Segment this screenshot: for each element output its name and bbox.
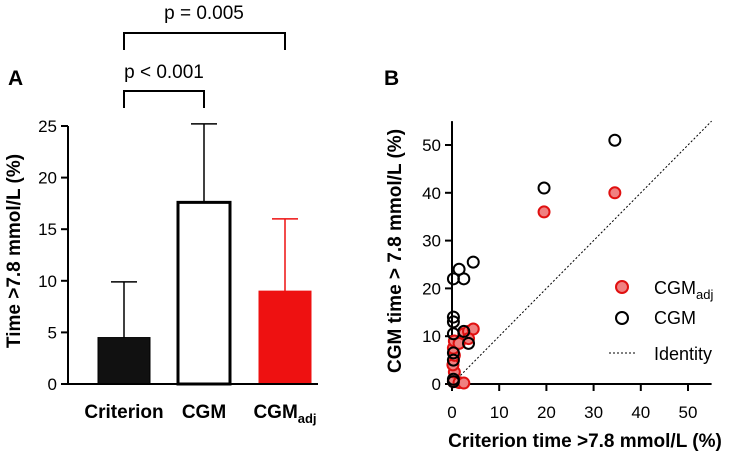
y-tick-label: 50 — [422, 136, 441, 155]
y-tick-label: 15 — [38, 220, 57, 239]
y-axis: 0 5 10 15 20 25 — [38, 117, 318, 394]
legend-label-cgm: CGM — [654, 308, 696, 328]
point-cgm — [537, 181, 551, 195]
y-tick-label: 10 — [38, 272, 57, 291]
bar-cgm — [176, 200, 232, 386]
point-cgm — [466, 255, 480, 269]
panel-b-label: B — [384, 67, 399, 90]
panel-a: A p < 0.001 p = 0.005 Criterion CGM CGMadj… — [4, 3, 318, 426]
scatter-axes: 0 10 20 30 40 50 0 10 20 30 40 50 — [422, 121, 712, 422]
x-axis-label: Criterion time >7.8 mmol/L (%) — [448, 431, 722, 452]
legend-marker-cgm — [615, 311, 629, 325]
x-tick-label: CGM — [182, 402, 226, 423]
bar-criterion — [97, 337, 151, 385]
bars: Criterion CGM CGMadj — [84, 123, 317, 426]
p-value-label-2: p = 0.005 — [164, 3, 244, 24]
panel-a-label: A — [8, 67, 23, 90]
bar-cgm-adj — [258, 290, 312, 385]
y-tick-label: 20 — [422, 279, 441, 298]
x-tick-label: 0 — [447, 403, 456, 422]
legend-label-cgmadj: CGMadj — [654, 278, 713, 302]
scatter-y-axis-label: CGM time > 7.8 mmol/L (%) — [385, 129, 406, 373]
y-axis-label: Time >7.8 mmol/L (%) — [4, 154, 25, 348]
point-cgm — [457, 324, 471, 338]
point-cgm — [457, 272, 471, 286]
point-cgm — [446, 375, 460, 389]
legend-label-identity: Identity — [654, 344, 712, 364]
x-tick-label: 30 — [584, 403, 603, 422]
bracket-criterion-cgmadj — [123, 32, 286, 50]
x-tick-label: Criterion — [84, 402, 163, 423]
identity-line — [451, 120, 712, 385]
point-cgm — [446, 315, 460, 329]
scatter-points — [446, 133, 622, 390]
p-value-label-1: p < 0.001 — [124, 62, 204, 83]
x-tick-label: 50 — [679, 403, 698, 422]
point-cgm-adj — [537, 205, 551, 219]
legend-marker-cgmadj — [615, 280, 629, 294]
legend: CGMadj CGM Identity — [609, 278, 713, 364]
point-cgm — [446, 310, 460, 324]
point-cgm — [608, 133, 622, 147]
point-cgm — [446, 353, 460, 367]
y-tick-label: 30 — [422, 232, 441, 251]
point-cgm-adj — [457, 376, 471, 390]
y-tick-label: 5 — [48, 323, 57, 342]
x-tick-label: CGMadj — [253, 402, 316, 426]
x-tick-label: 40 — [631, 403, 650, 422]
point-cgm — [462, 336, 476, 350]
y-tick-label: 25 — [38, 117, 57, 136]
point-cgm-adj — [608, 186, 622, 200]
x-tick-label: 20 — [537, 403, 556, 422]
y-tick-label: 0 — [432, 375, 441, 394]
y-tick-label: 40 — [422, 184, 441, 203]
y-tick-label: 0 — [48, 375, 57, 394]
panel-b: B 0 10 20 30 40 50 0 10 20 30 40 50 Criterion time … — [384, 67, 722, 452]
significance-brackets: p < 0.001 p = 0.005 — [123, 3, 286, 108]
bracket-criterion-cgm — [123, 90, 205, 108]
y-tick-label: 20 — [38, 169, 57, 188]
point-cgm — [446, 346, 460, 360]
x-tick-label: 10 — [490, 403, 509, 422]
y-tick-label: 10 — [422, 327, 441, 346]
